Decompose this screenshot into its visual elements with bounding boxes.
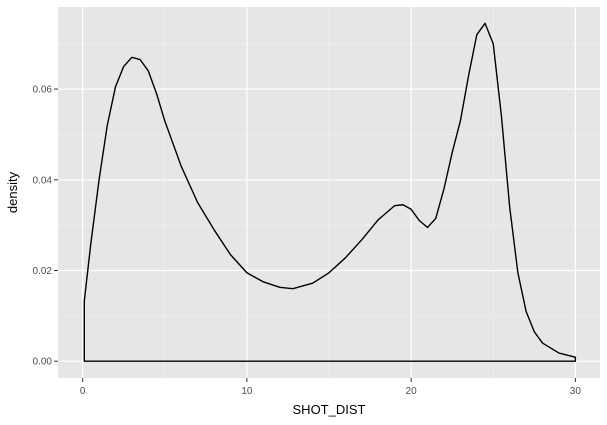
y-axis-title: density <box>5 171 20 213</box>
x-tick-label: 0 <box>80 386 86 397</box>
x-tick-label: 30 <box>570 386 582 397</box>
y-tick-label: 0.06 <box>33 85 53 96</box>
minor-grid <box>58 7 600 378</box>
y-tick-label: 0.02 <box>33 266 53 277</box>
density-curve <box>83 22 577 362</box>
x-axis-ticks: 0 10 20 30 <box>80 378 582 397</box>
y-tick-label: 0.00 <box>33 357 53 368</box>
x-tick-label: 10 <box>241 386 253 397</box>
x-tick-label: 20 <box>406 386 418 397</box>
x-axis-title: SHOT_DIST <box>293 402 366 417</box>
y-tick-label: 0.04 <box>33 175 53 186</box>
y-axis-ticks: 0.00 0.02 0.04 0.06 <box>33 85 58 368</box>
